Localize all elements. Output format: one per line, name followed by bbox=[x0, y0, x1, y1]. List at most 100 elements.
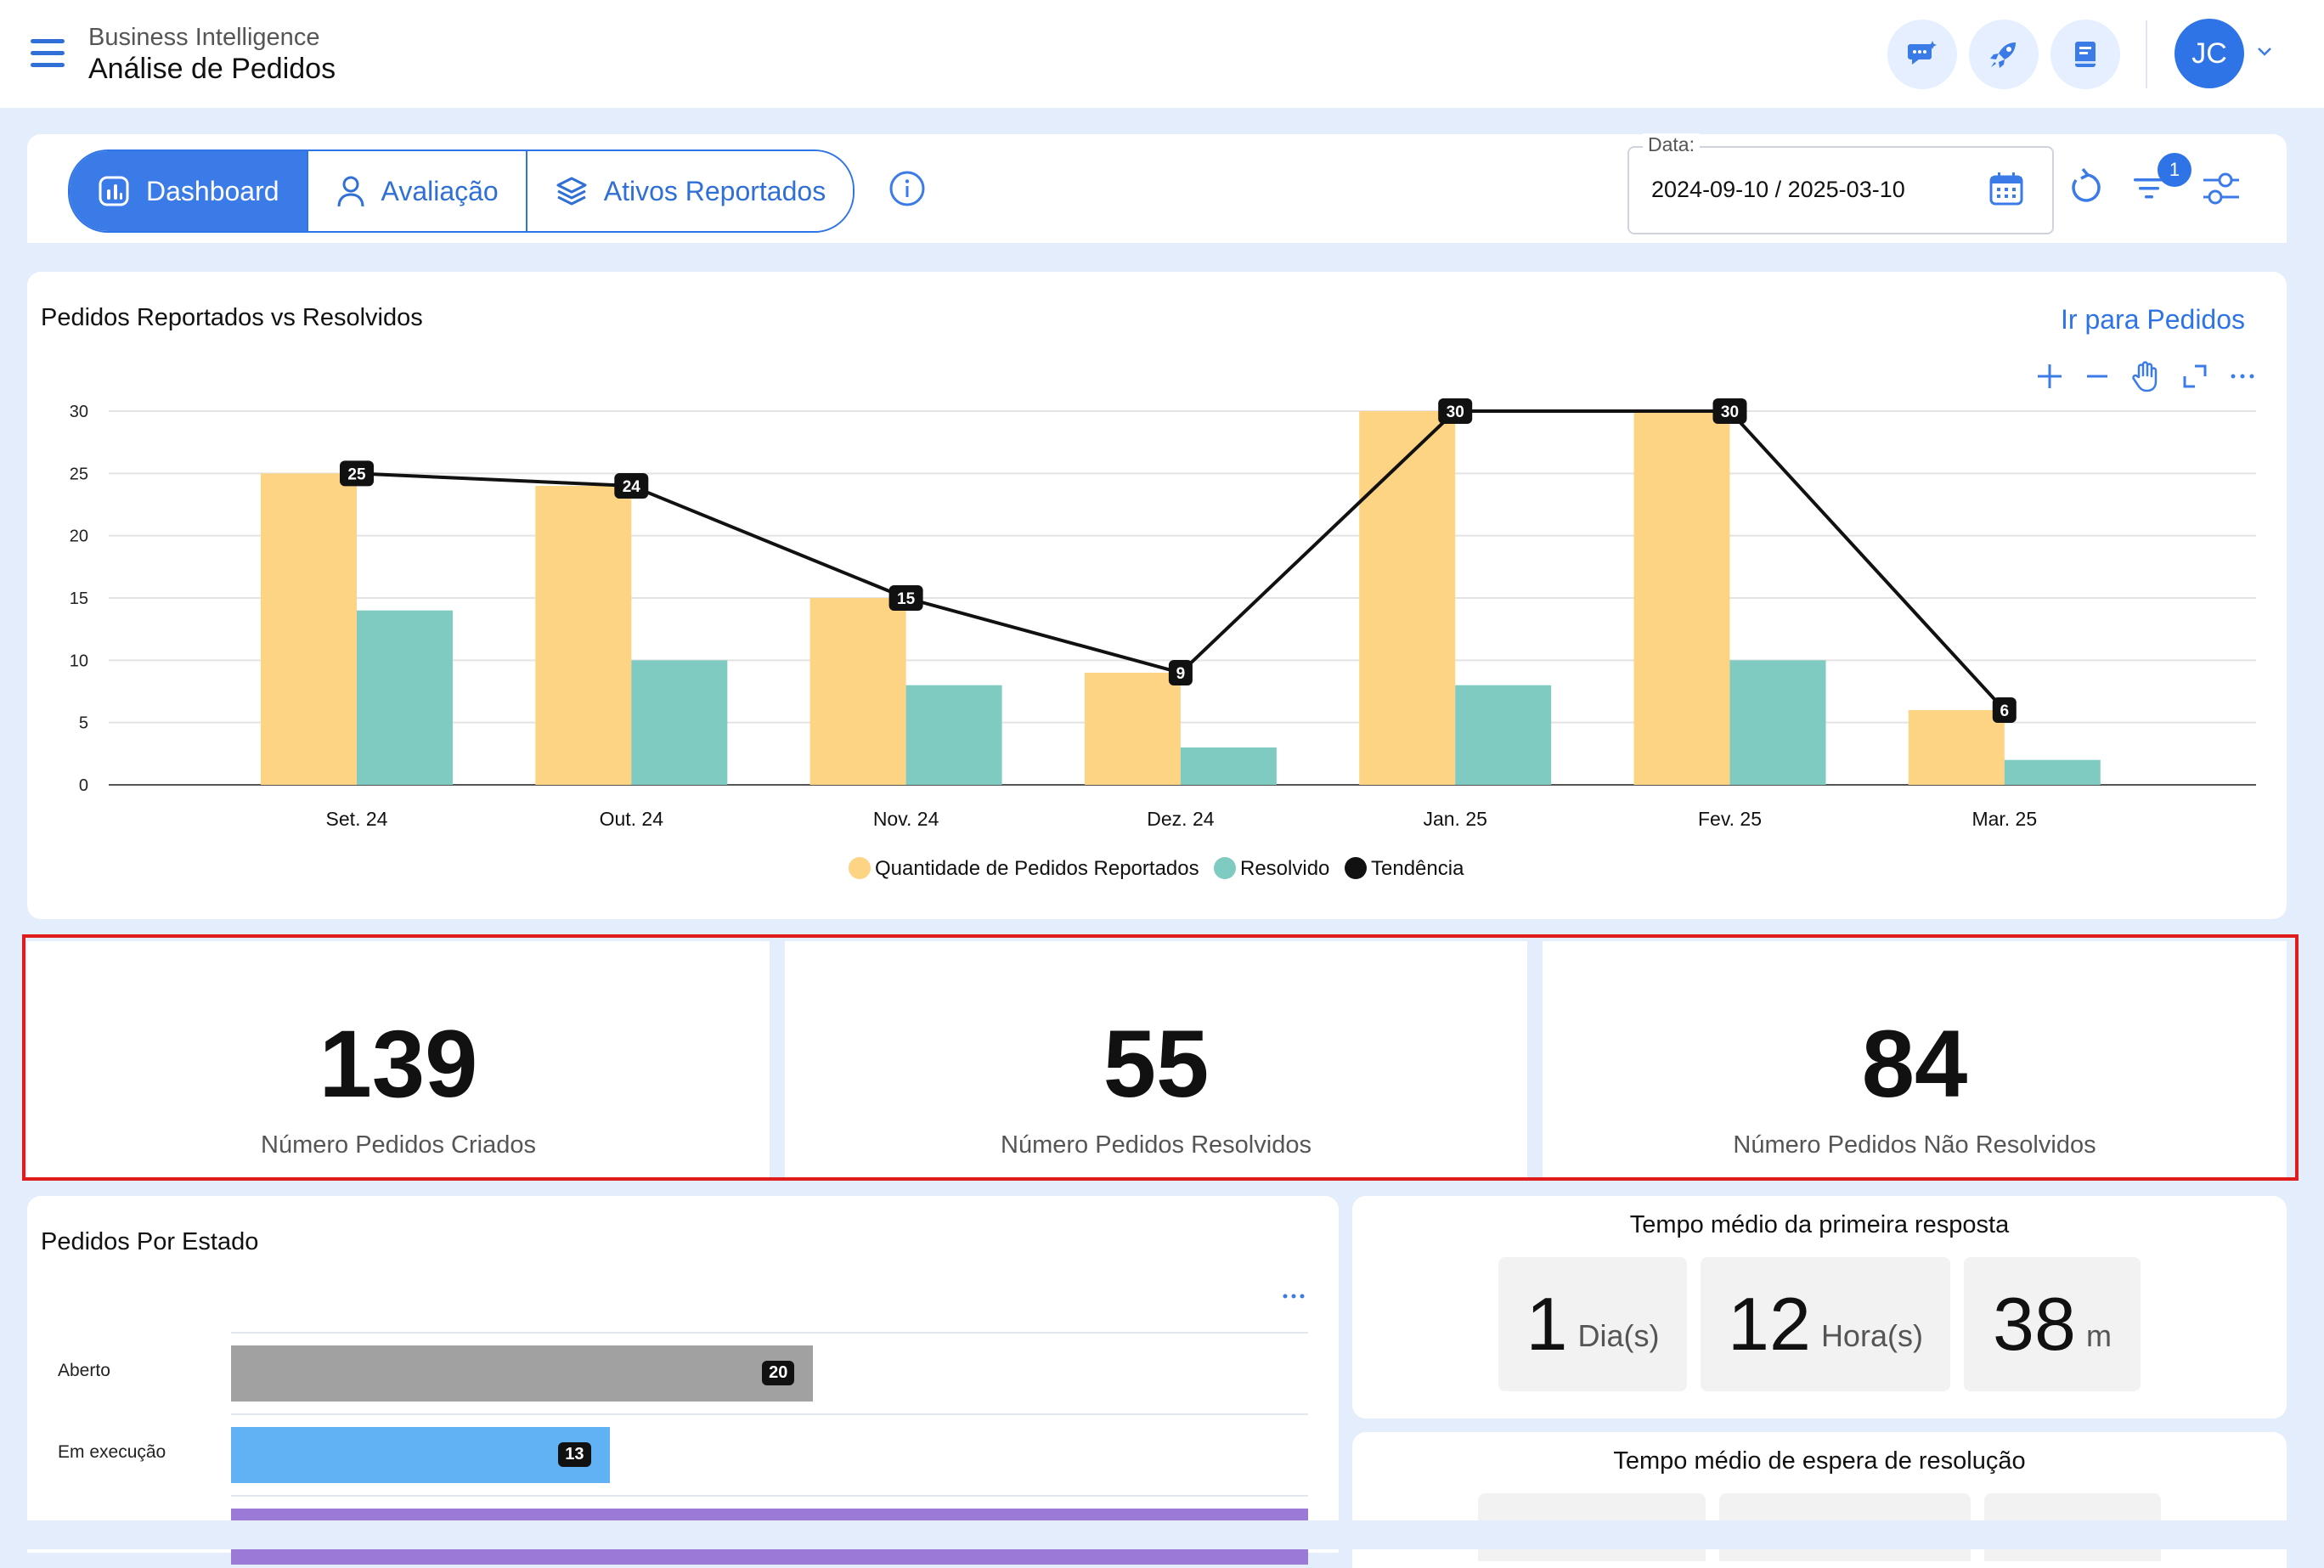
trend-point-label-bg bbox=[1992, 697, 2017, 723]
book-icon bbox=[2075, 42, 2096, 67]
tab-avaliacao-label: Avaliação bbox=[381, 175, 499, 206]
trend-point-label: 6 bbox=[2000, 702, 2010, 720]
refresh-icon[interactable] bbox=[2064, 166, 2107, 213]
rocket-button[interactable] bbox=[1969, 20, 2039, 89]
chevron-down-icon[interactable] bbox=[2254, 41, 2275, 65]
minutes-unit: m bbox=[2085, 1318, 2112, 1353]
more-options-icon[interactable] bbox=[2229, 363, 2256, 390]
trend-point-label-bg bbox=[614, 473, 649, 499]
kpi-card-unresolved: 84 Número Pedidos Não Resolvidos bbox=[1543, 941, 2287, 1179]
calendar-icon[interactable] bbox=[1988, 170, 2025, 212]
bar-resolved bbox=[1455, 685, 1552, 785]
y-tick-label: 5 bbox=[79, 714, 88, 733]
resolution-wait-title: Tempo médio de espera de resolução bbox=[1613, 1447, 2026, 1475]
layers-icon bbox=[556, 177, 587, 206]
y-tick-label: 20 bbox=[70, 527, 88, 546]
days-value: 1 bbox=[1526, 1282, 1568, 1366]
filter-icon[interactable] bbox=[2130, 170, 2168, 212]
date-range-value[interactable]: 2024-09-10 / 2025-03-10 bbox=[1651, 177, 1905, 202]
chart-panel bbox=[27, 272, 2287, 919]
info-icon[interactable] bbox=[888, 170, 926, 212]
chat-sparkle-icon bbox=[1908, 41, 1937, 65]
kpi-value: 55 bbox=[1103, 1011, 1210, 1117]
grid-line bbox=[231, 1332, 1308, 1334]
x-tick-label: Jan. 25 bbox=[1423, 808, 1486, 830]
x-tick-label: Dez. 24 bbox=[1147, 808, 1214, 830]
grid-line bbox=[231, 1413, 1308, 1415]
tab-group: Dashboard Avaliação Ativos Reportados bbox=[68, 149, 855, 233]
state-label-aberto: Aberto bbox=[58, 1361, 110, 1380]
header-divider bbox=[2146, 20, 2147, 88]
y-tick-label: 25 bbox=[70, 465, 88, 483]
date-range-field[interactable] bbox=[1627, 146, 2054, 234]
zoom-in-icon[interactable] bbox=[2035, 362, 2064, 391]
x-tick-label: Nov. 24 bbox=[873, 808, 939, 830]
bar-resolved bbox=[2004, 759, 2101, 785]
trend-point-label-bg bbox=[1712, 398, 1747, 424]
kpi-highlight-frame bbox=[22, 934, 2299, 1181]
trend-point-label: 25 bbox=[347, 465, 366, 483]
rocket-icon bbox=[1990, 42, 2016, 68]
bar-reported bbox=[261, 473, 357, 785]
minutes-value: 38 bbox=[1993, 1282, 2076, 1366]
user-icon bbox=[337, 176, 364, 207]
state-bar-em-execucao[interactable]: 13 bbox=[231, 1427, 610, 1483]
trend-point-label-bg bbox=[888, 585, 923, 611]
bar-resolved bbox=[1729, 660, 1826, 785]
trend-point-label: 24 bbox=[623, 478, 641, 496]
more-options-icon[interactable] bbox=[1281, 1288, 1306, 1309]
x-tick-label: Out. 24 bbox=[600, 808, 664, 830]
first-response-title: Tempo médio da primeira resposta bbox=[1629, 1211, 2010, 1238]
state-bar-aberto[interactable]: 20 bbox=[231, 1345, 814, 1402]
y-tick-label: 15 bbox=[70, 589, 88, 608]
trend-point-label-bg bbox=[1168, 660, 1193, 685]
expand-icon[interactable] bbox=[2181, 363, 2208, 390]
hours-unit: Hora(s) bbox=[1820, 1318, 1923, 1353]
chat-ai-button[interactable] bbox=[1887, 20, 1957, 89]
bar-reported bbox=[809, 598, 906, 785]
trend-point-label: 9 bbox=[1176, 665, 1186, 683]
bar-value-badge: 20 bbox=[762, 1361, 795, 1385]
menu-icon[interactable] bbox=[31, 39, 65, 68]
x-tick-label: Set. 24 bbox=[326, 808, 388, 830]
bar-reported bbox=[1084, 673, 1181, 785]
state-label-em-execucao: Em execução bbox=[58, 1442, 166, 1462]
pan-hand-icon[interactable] bbox=[2130, 360, 2161, 392]
legend-marker bbox=[1345, 857, 1367, 879]
legend-label: Tendência bbox=[1371, 857, 1464, 880]
tab-avaliacao[interactable]: Avaliação bbox=[306, 151, 526, 231]
chart-icon bbox=[99, 176, 129, 206]
kpi-value: 84 bbox=[1861, 1011, 1968, 1117]
kpi-card-created: 139 Número Pedidos Criados bbox=[27, 941, 770, 1179]
hours-value: 12 bbox=[1728, 1282, 1811, 1366]
kpi-label: Número Pedidos Não Resolvidos bbox=[1733, 1131, 2096, 1159]
bar-reported bbox=[1359, 411, 1456, 785]
sliders-icon[interactable] bbox=[2200, 168, 2242, 215]
orders-chart: 0 5 10 15 20 25 30 Set. 24 Out. 24 Nov. 24 Dez. 24… bbox=[70, 398, 2256, 880]
kpi-label: Número Pedidos Resolvidos bbox=[1001, 1131, 1311, 1159]
go-to-orders-link[interactable]: Ir para Pedidos bbox=[2061, 304, 2246, 335]
app-subtitle: Business Intelligence bbox=[88, 24, 320, 51]
legend-label: Resolvido bbox=[1240, 857, 1329, 880]
chart-title: Pedidos Reportados vs Resolvidos bbox=[41, 304, 423, 331]
trend-point-label: 30 bbox=[1447, 403, 1464, 421]
trend-point-label: 15 bbox=[897, 590, 916, 608]
zoom-out-icon[interactable] bbox=[2084, 362, 2110, 391]
bar-reported bbox=[1633, 411, 1730, 785]
bar-reported bbox=[1908, 710, 2005, 785]
trend-point-label-bg bbox=[340, 460, 374, 487]
avatar[interactable]: JC bbox=[2175, 19, 2244, 88]
docs-button[interactable] bbox=[2050, 20, 2120, 89]
x-tick-label: Fev. 25 bbox=[1698, 808, 1762, 830]
hours-box: 12 Hora(s) bbox=[1701, 1257, 1950, 1391]
tab-ativos-reportados[interactable]: Ativos Reportados bbox=[525, 151, 854, 231]
bar-resolved bbox=[357, 610, 453, 785]
minutes-box: 38 m bbox=[1964, 1257, 2141, 1391]
bar-reported bbox=[535, 486, 632, 785]
bar-resolved bbox=[1180, 747, 1277, 785]
tab-dashboard-label: Dashboard bbox=[146, 175, 279, 206]
tab-ativos-label: Ativos Reportados bbox=[603, 175, 826, 206]
legend-label: Quantidade de Pedidos Reportados bbox=[875, 857, 1199, 880]
tab-dashboard[interactable]: Dashboard bbox=[70, 151, 307, 231]
legend-marker bbox=[849, 857, 871, 879]
